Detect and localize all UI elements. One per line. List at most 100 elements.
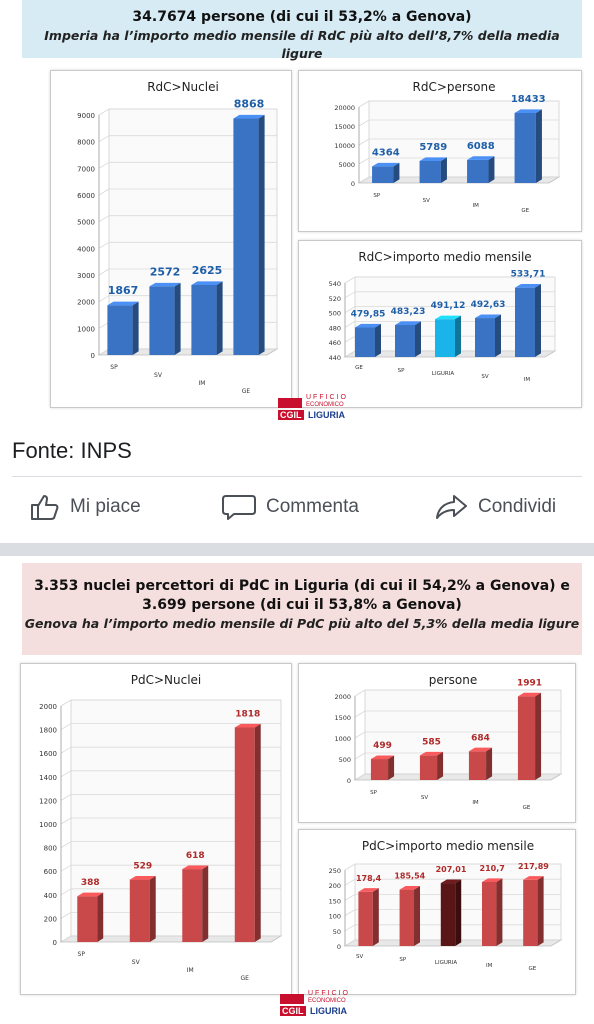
pdc-importo-value-label: 207,01: [436, 865, 467, 874]
comment-button[interactable]: Commenta: [222, 488, 359, 526]
pdc-persone-bar-top: [517, 692, 542, 697]
pdc-importo-category-label: LIGURIA: [435, 960, 457, 966]
pdc-nuclei-gridline-side: [60, 888, 72, 896]
rdc-nuclei-bar-front: [149, 286, 175, 355]
pdc-persone-value-label: 1991: [517, 678, 542, 688]
pdc-importo-category-label: IM: [486, 963, 493, 969]
pdc-importo-bar: [481, 878, 503, 946]
pdc-persone-bar: [370, 755, 395, 780]
rdc-persone-tick-label: 0: [351, 180, 355, 188]
pdc-importo-bar-side: [455, 879, 462, 946]
pdc-persone-value-label: 499: [373, 741, 392, 751]
pdc-nuclei-bar-side: [97, 892, 104, 942]
like-button[interactable]: Mi piace: [30, 488, 141, 526]
rdc-nuclei-value-label: 2625: [192, 264, 223, 277]
post1-banner-line1: 34.7674 persone (di cui il 53,2% a Genov…: [132, 9, 472, 25]
pdc-nuclei-tick-label: 1200: [39, 797, 57, 805]
rdc-nuclei-value-label: 8868: [234, 98, 265, 111]
rdc-persone-bar-top: [419, 157, 447, 162]
rdc-importo-bar-side: [455, 315, 461, 357]
rdc-importo-bar-side: [415, 321, 421, 357]
rdc-nuclei-bar-top: [233, 114, 265, 119]
rdc-importo-value-label: 483,23: [391, 307, 426, 317]
rdc-importo-bar-front: [515, 287, 535, 357]
rdc-persone-bar-top: [467, 156, 495, 160]
logo-red-bar: [278, 398, 302, 408]
comment-bubble-icon: [222, 495, 256, 520]
rdc-importo-tick-label: 460: [329, 339, 341, 347]
rdc-persone-tick-label: 15000: [334, 123, 355, 131]
rdc-importo-bar-front: [475, 318, 495, 357]
pdc-importo-tick-label: 200: [329, 882, 341, 890]
pdc-nuclei-tick-label: 1000: [39, 821, 57, 829]
rdc-nuclei-bar: [191, 281, 223, 355]
pdc-persone-bar-side: [437, 751, 444, 780]
rdc-importo-bar-front: [435, 319, 455, 357]
pdc-persone-bar: [468, 747, 493, 780]
pdc-persone-category-label: SP: [370, 790, 377, 796]
rdc-nuclei-bar-side: [258, 114, 265, 355]
rdc-importo-gridline-side: [344, 276, 356, 284]
pdc-importo-value-label: 185,54: [394, 872, 425, 881]
rdc-nuclei-gridline-side: [98, 295, 110, 303]
rdc-nuclei-bar-top: [149, 282, 181, 287]
logo-economico: ECONOMICO: [306, 402, 344, 408]
pdc-persone-category-label: SV: [421, 795, 428, 801]
rdc-persone-bar-front: [467, 159, 489, 183]
rdc-nuclei-tick-label: 6000: [77, 192, 95, 200]
pdc-importo-value-label: 217,89: [518, 862, 549, 871]
pdc-nuclei-tick-label: 200: [44, 915, 57, 923]
pdc-importo-bar-top: [481, 878, 503, 882]
pdc-nuclei-tick-label: 400: [44, 892, 57, 900]
pdc-persone-bar-top: [468, 747, 493, 752]
rdc-persone-value-label: 6088: [467, 141, 495, 152]
rdc-importo-category-label: GE: [355, 365, 363, 371]
chart-pdc-nuclei-svg: PdC>Nuclei 0 200 400 600 800 1000 1200 1400 1600 1…: [39, 673, 283, 982]
pdc-nuclei-gridline-side: [60, 746, 72, 754]
pdc-nuclei-bar-top: [129, 875, 156, 880]
pdc-importo-tick-label: 150: [329, 897, 341, 905]
pdc-importo-gridline-side: [344, 894, 356, 901]
like-label: Mi piace: [70, 496, 141, 517]
rdc-nuclei-gridline-side: [98, 321, 110, 329]
pdc-nuclei-tick-label: 2000: [39, 703, 57, 711]
rdc-persone-category-label: GE: [521, 208, 529, 214]
pdc-importo-bar-side: [537, 876, 544, 946]
pdc-importo-bar-top: [358, 888, 379, 892]
rdc-importo-category-label: SP: [398, 368, 405, 374]
rdc-nuclei-bar-top: [191, 281, 223, 285]
logo-economico-2: ECONOMICO: [308, 998, 346, 1004]
rdc-nuclei-tick-label: 0: [91, 352, 95, 360]
rdc-importo-bar-top: [475, 314, 501, 319]
pdc-persone-gridline-side: [354, 773, 366, 781]
rdc-persone-bar: [419, 157, 447, 183]
post1-banner: 34.7674 persone (di cui il 53,2% a Genov…: [22, 0, 582, 61]
rdc-nuclei-tick-label: 5000: [77, 219, 95, 227]
actions-divider: [12, 476, 582, 477]
pdc-persone-value-label: 684: [471, 733, 490, 743]
rdc-importo-gridline-side: [344, 291, 356, 299]
rdc-nuclei-bar: [107, 301, 139, 355]
pdc-nuclei-bar-side: [254, 723, 261, 942]
rdc-nuclei-gridline-side: [98, 188, 110, 196]
rdc-importo-title: RdC>importo medio mensile: [358, 250, 531, 264]
pdc-importo-bar-top: [399, 885, 421, 890]
pdc-importo-bar-top: [440, 879, 462, 884]
rdc-nuclei-category-label: SP: [110, 364, 118, 371]
pdc-nuclei-gridline-side: [60, 841, 72, 848]
chart-rdc-nuclei-svg: RdC>Nuclei 0 1000 2000 3000 4000 5000 6000 7000 8…: [77, 80, 279, 395]
pdc-persone-bar: [419, 751, 444, 780]
pdc-persone-value-label: 585: [422, 737, 441, 747]
pdc-nuclei-value-label: 529: [133, 862, 152, 872]
pdc-nuclei-bar: [234, 723, 261, 942]
logo-liguria: LIGURIA: [308, 410, 345, 420]
rdc-persone-gridline-side: [358, 157, 370, 165]
share-button[interactable]: Condividi: [434, 488, 556, 526]
pdc-importo-tick-label: 50: [333, 928, 341, 936]
rdc-persone-category-label: SV: [423, 198, 430, 204]
pdc-importo-gridline-side: [344, 909, 356, 916]
rdc-nuclei-bar-top: [107, 301, 139, 306]
pdc-persone-bar-front: [370, 759, 389, 780]
rdc-nuclei-bar: [149, 282, 181, 355]
rdc-importo-gridline-side: [344, 335, 356, 343]
